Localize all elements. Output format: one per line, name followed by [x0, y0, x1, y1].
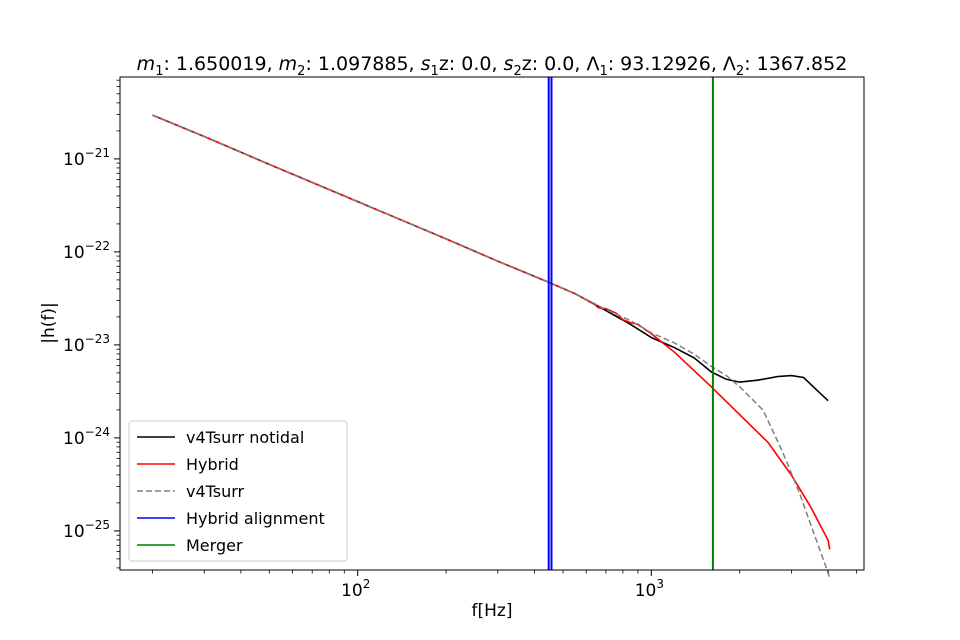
- y-tick-label: 10−25: [63, 518, 110, 542]
- legend-label: v4Tsurr: [186, 482, 245, 501]
- vline-layer: [547, 77, 714, 570]
- x-tick-label: 103: [635, 577, 664, 601]
- x-tick-label: 102: [341, 577, 370, 601]
- legend-box: [128, 420, 348, 562]
- series-line-2: [152, 114, 831, 578]
- y-axis: 10−21 10−22 10−23 10−24 10−25: [63, 79, 120, 569]
- legend-label: v4Tsurr notidal: [186, 428, 304, 447]
- y-tick-label: 10−22: [63, 239, 110, 263]
- y-axis-label: |h(f)|: [39, 302, 59, 343]
- x-axis: 102 103: [152, 570, 857, 601]
- plot-area: [119, 76, 865, 578]
- y-tick-label: 10−21: [63, 146, 110, 170]
- x-axis-label: f[Hz]: [472, 601, 513, 621]
- chart-title: m1: 1.650019, m2: 1.097885, s1z: 0.0, s2…: [137, 53, 848, 79]
- legend-label: Merger: [186, 536, 243, 555]
- y-tick-label: 10−23: [63, 332, 110, 356]
- legend-label: Hybrid alignment: [186, 509, 325, 528]
- legend-label: Hybrid: [186, 455, 239, 474]
- series-layer: [152, 114, 831, 578]
- axes-frame: [119, 76, 865, 571]
- legend: v4Tsurr notidal Hybrid v4Tsurr Hybrid align…: [128, 420, 348, 562]
- y-tick-label: 10−24: [63, 425, 110, 449]
